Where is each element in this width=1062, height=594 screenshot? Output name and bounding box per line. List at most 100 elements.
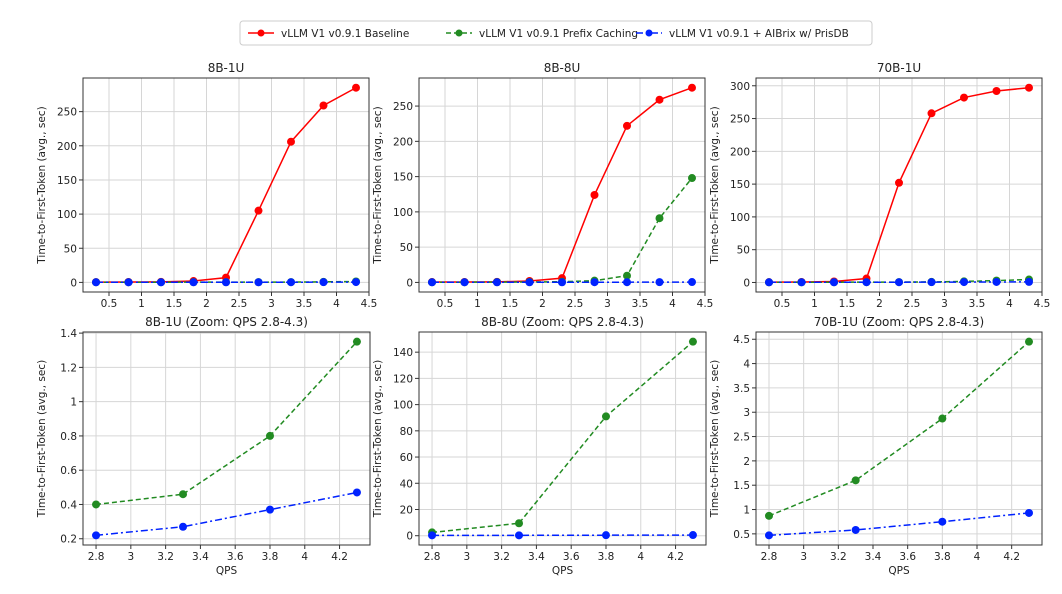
data-point (254, 278, 263, 287)
subplot-title: 70B-1U (877, 61, 921, 75)
data-point (525, 278, 534, 287)
y-tick-label: 100 (393, 207, 413, 219)
x-tick-label: 3.2 (830, 551, 847, 563)
y-tick-label: 1 (70, 397, 77, 409)
data-point (655, 278, 664, 287)
y-tick-label: 100 (57, 209, 77, 221)
y-tick-label: 80 (400, 426, 413, 438)
x-tick-label: 2 (539, 298, 546, 310)
subplot: 2.8 3 3.2 3.4 3.6 3.8 4 4.2 0.5 1 1.5 2 2.5 3 3.5 4 4.5 7… (709, 315, 1043, 577)
x-tick-label: 3 (941, 298, 948, 310)
data-point (460, 278, 469, 287)
series-line (431, 341, 694, 534)
data-point (992, 87, 1001, 96)
x-tick-label: 1.5 (502, 298, 519, 310)
y-tick-label: 3.5 (733, 383, 750, 395)
data-point (179, 490, 188, 499)
data-point (623, 271, 631, 280)
data-point (688, 83, 696, 92)
data-point (601, 412, 610, 421)
data-point (895, 278, 903, 287)
subplot-title: 8B-1U (Zoom: QPS 2.8-4.3) (145, 315, 308, 329)
x-tick-label: 4 (637, 551, 644, 563)
data-point (655, 95, 664, 104)
data-point (938, 414, 947, 423)
x-tick-label: 3.2 (157, 551, 174, 563)
x-tick-label: 3 (268, 298, 275, 310)
data-point (623, 278, 631, 287)
y-tick-label: 40 (400, 478, 413, 490)
data-point (590, 278, 599, 287)
y-tick-label: 250 (730, 114, 750, 126)
data-point (493, 278, 501, 287)
x-tick-label: 1 (474, 298, 481, 310)
plot-frame (82, 331, 371, 546)
plot-area (419, 78, 705, 292)
x-tick-label: 3.2 (493, 551, 510, 563)
data-point (623, 121, 631, 130)
x-tick-label: 4 (974, 551, 981, 563)
series-line (95, 491, 358, 537)
x-tick-label: 3 (127, 551, 134, 563)
data-point (92, 278, 100, 287)
subplot-title: 8B-8U (Zoom: QPS 2.8-4.3) (481, 315, 644, 329)
x-axis-label: QPS (216, 565, 238, 577)
plot-frame (418, 77, 706, 293)
x-tick-label: 2.8 (424, 551, 441, 563)
x-tick-label: 4.5 (697, 298, 714, 310)
data-point (765, 531, 773, 540)
y-tick-label: 0 (406, 531, 413, 543)
y-tick-label: 2 (743, 456, 750, 468)
x-tick-label: 0.5 (101, 298, 118, 310)
x-tick-label: 3.4 (192, 551, 209, 563)
x-tick-label: 2.5 (567, 298, 584, 310)
x-axis-label: QPS (888, 565, 910, 577)
legend-marker (455, 29, 463, 37)
plot-area (419, 332, 706, 545)
y-tick-label: 0.4 (60, 499, 77, 511)
data-point (265, 505, 274, 514)
series-line (768, 512, 1030, 537)
data-point (765, 278, 773, 287)
x-tick-label: 1 (138, 298, 145, 310)
y-axis-label: Time-to-First-Token (avg., sec) (372, 106, 384, 264)
x-tick-label: 3.5 (969, 298, 986, 310)
data-point (1025, 83, 1033, 92)
y-tick-label: 200 (730, 146, 750, 158)
subplot: 0.5 1 1.5 2 2.5 3 3.5 4 4.5 0 50 100 150 200 250 8B-8U T… (372, 61, 713, 310)
x-tick-label: 3.4 (865, 551, 882, 563)
y-axis-label: Time-to-First-Token (avg., sec) (709, 106, 721, 264)
data-point (1025, 277, 1033, 286)
x-tick-label: 3.4 (528, 551, 545, 563)
subplot: 0.5 1 1.5 2 2.5 3 3.5 4 4.5 0 50 100 150 200 250 8B-1U T… (36, 61, 377, 310)
x-tick-label: 4.2 (667, 551, 684, 563)
x-tick-label: 4 (301, 551, 308, 563)
data-point (352, 337, 361, 346)
x-tick-label: 3.8 (262, 551, 279, 563)
data-point (352, 278, 360, 287)
data-point (157, 278, 165, 287)
y-tick-label: 0 (70, 277, 77, 289)
y-tick-label: 1.4 (60, 328, 77, 340)
x-tick-label: 0.5 (437, 298, 454, 310)
plot-frame (82, 77, 370, 293)
data-point (222, 278, 230, 287)
y-tick-label: 120 (393, 373, 413, 385)
legend-label: vLLM V1 v0.9.1 Baseline (281, 28, 409, 40)
subplot-title: 8B-8U (544, 61, 581, 75)
y-tick-label: 1 (743, 505, 750, 517)
data-point (851, 476, 860, 485)
legend-label: vLLM V1 v0.9.1 Prefix Caching (479, 28, 638, 40)
data-point (688, 337, 697, 346)
plot-frame (418, 331, 707, 546)
data-point (558, 278, 566, 287)
data-point (428, 278, 436, 287)
legend-entry: vLLM V1 v0.9.1 Prefix Caching (446, 28, 638, 40)
plot-area (83, 78, 369, 292)
data-point (319, 101, 328, 110)
x-tick-label: 2.8 (88, 551, 105, 563)
data-point (124, 278, 133, 287)
data-point (287, 278, 295, 287)
